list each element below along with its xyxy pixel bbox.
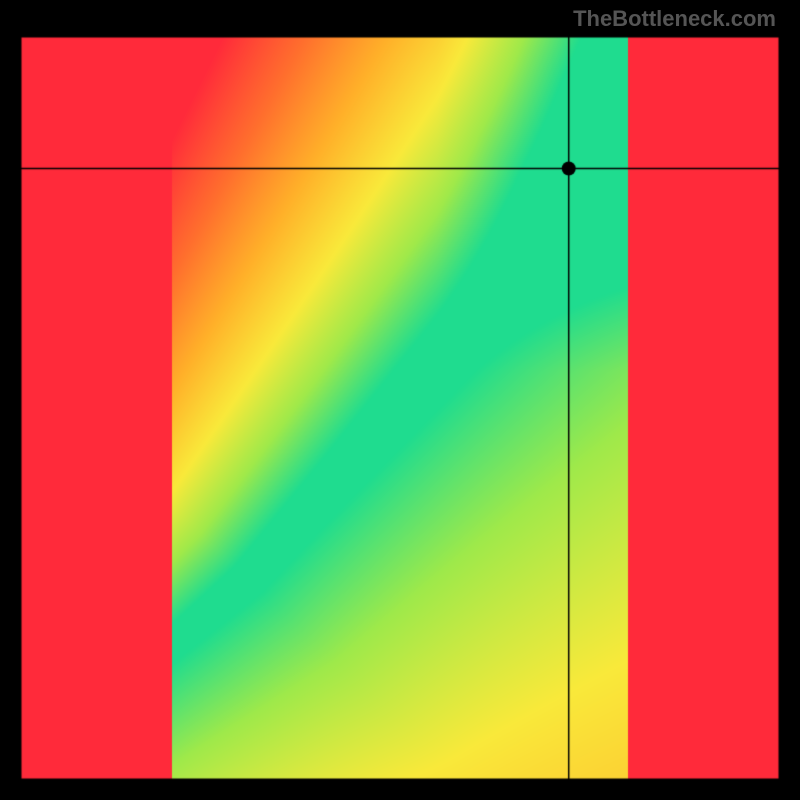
chart-container: TheBottleneck.com	[0, 0, 800, 800]
heatmap-canvas	[0, 0, 800, 800]
attribution-text: TheBottleneck.com	[573, 6, 776, 32]
